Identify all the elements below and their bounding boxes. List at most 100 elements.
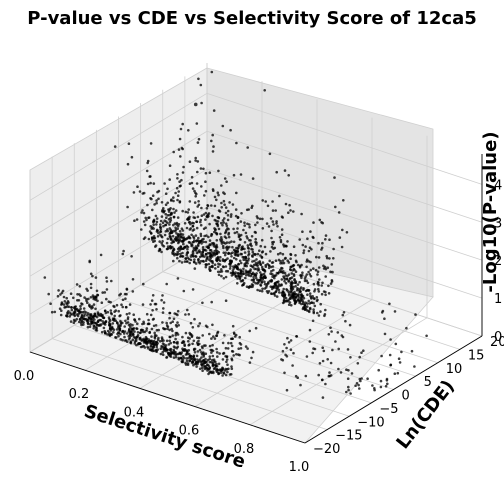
data-point (116, 332, 119, 336)
data-point (217, 209, 221, 212)
data-point (282, 261, 286, 265)
data-point (216, 224, 220, 228)
data-point (160, 250, 163, 254)
data-point (144, 216, 147, 220)
data-point (256, 252, 260, 256)
data-point (227, 235, 231, 239)
data-point (246, 244, 250, 247)
data-point (91, 319, 94, 322)
data-point (317, 314, 321, 317)
data-point (89, 322, 92, 326)
data-point (93, 318, 96, 321)
data-point (205, 207, 209, 210)
data-point (186, 245, 190, 249)
data-point (209, 370, 213, 374)
data-point (220, 236, 223, 239)
data-point (349, 356, 352, 359)
chart-title: P-value vs CDE vs Selectivity Score of 1… (27, 8, 477, 29)
data-point (231, 350, 235, 353)
data-point (79, 307, 82, 311)
data-point (119, 292, 122, 296)
data-point (268, 279, 272, 283)
data-point (93, 321, 97, 325)
data-point (168, 328, 171, 332)
data-point (250, 356, 253, 360)
data-point (247, 208, 250, 211)
data-point (249, 268, 252, 271)
data-point (212, 243, 215, 247)
data-point (174, 209, 178, 212)
data-point (153, 239, 156, 243)
data-point (60, 309, 63, 313)
data-point (178, 137, 182, 141)
data-point (101, 313, 104, 317)
data-point (196, 215, 200, 219)
data-point (92, 303, 96, 306)
data-point (95, 326, 98, 329)
data-point (259, 274, 263, 277)
data-point (219, 240, 223, 243)
data-point (117, 325, 121, 328)
data-point (280, 228, 284, 231)
data-point (388, 353, 392, 357)
data-point (222, 221, 225, 224)
data-point (200, 353, 204, 356)
data-point (152, 182, 156, 185)
data-point (199, 218, 202, 222)
data-point (145, 327, 149, 330)
data-point (280, 215, 284, 218)
data-point (216, 255, 220, 259)
data-point (164, 203, 168, 206)
data-point (124, 297, 127, 301)
data-point (204, 263, 208, 266)
data-point (125, 292, 128, 296)
data-point (149, 343, 153, 346)
data-point (169, 207, 172, 210)
data-point (192, 260, 196, 264)
data-point (189, 354, 192, 358)
data-point (324, 238, 327, 241)
data-point (342, 199, 345, 202)
data-point (360, 377, 363, 380)
data-point (180, 235, 183, 238)
data-point (125, 321, 128, 325)
data-point (260, 238, 264, 242)
data-point (194, 240, 198, 243)
data-point (87, 297, 90, 301)
data-point (168, 339, 171, 343)
data-point (184, 313, 187, 316)
data-point (197, 137, 201, 141)
data-point (227, 341, 230, 345)
data-point (181, 122, 184, 126)
data-point (236, 282, 239, 285)
data-point (238, 259, 242, 263)
data-point (141, 322, 144, 326)
data-point (287, 211, 290, 214)
data-point (68, 315, 72, 318)
data-point (187, 217, 191, 220)
y-tick-label: 5 (424, 375, 432, 390)
data-point (187, 240, 191, 244)
data-point (287, 273, 291, 276)
data-point (82, 323, 85, 326)
data-point (221, 265, 225, 268)
data-point (161, 350, 164, 354)
data-point (282, 245, 286, 248)
data-point (69, 320, 73, 323)
z-tick-label: 4 (494, 178, 502, 193)
data-point (133, 330, 136, 333)
data-point (232, 248, 236, 252)
data-point (199, 259, 203, 263)
data-point (222, 241, 226, 244)
data-point (215, 370, 219, 374)
data-point (254, 267, 258, 271)
data-point (325, 254, 329, 258)
data-point (265, 290, 269, 293)
data-point (96, 299, 99, 303)
data-point (175, 232, 178, 235)
z-tick-label: 1 (494, 292, 502, 307)
data-point (149, 303, 152, 306)
data-point (215, 334, 218, 338)
data-point (264, 276, 267, 279)
data-point (202, 167, 205, 171)
